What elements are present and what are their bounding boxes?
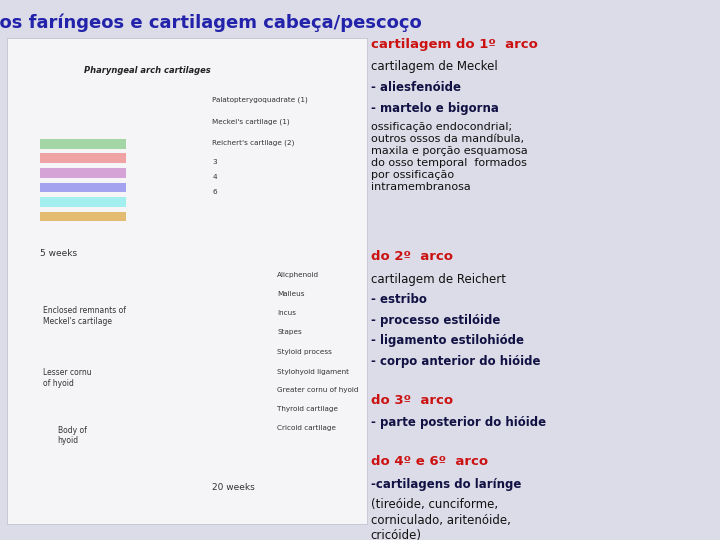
Text: cartilagem de Reichert: cartilagem de Reichert bbox=[371, 273, 505, 286]
Bar bbox=[40, 139, 126, 148]
Text: 5 weeks: 5 weeks bbox=[40, 249, 77, 258]
Text: arcos faríngeos e cartilagem cabeça/pescoço: arcos faríngeos e cartilagem cabeça/pesc… bbox=[0, 14, 421, 32]
Text: Enclosed remnants of
Meckel's cartilage: Enclosed remnants of Meckel's cartilage bbox=[43, 306, 126, 326]
Bar bbox=[7, 38, 367, 524]
Text: - estribo: - estribo bbox=[371, 293, 427, 306]
Text: do 3º  arco: do 3º arco bbox=[371, 394, 453, 407]
Text: Lesser cornu
of hyoid: Lesser cornu of hyoid bbox=[43, 368, 92, 388]
Text: do 4º e 6º  arco: do 4º e 6º arco bbox=[371, 455, 488, 468]
Text: Stapes: Stapes bbox=[277, 329, 302, 335]
Text: - parte posterior do hióide: - parte posterior do hióide bbox=[371, 416, 546, 429]
Text: -cartilagens do larínge: -cartilagens do larínge bbox=[371, 478, 521, 491]
Bar bbox=[40, 153, 126, 163]
Text: cartilagem de Meckel: cartilagem de Meckel bbox=[371, 60, 498, 73]
Text: 3: 3 bbox=[212, 159, 217, 165]
Bar bbox=[40, 183, 126, 192]
Text: Incus: Incus bbox=[277, 310, 296, 316]
Text: 6: 6 bbox=[212, 188, 217, 195]
Text: Pharyngeal arch cartilages: Pharyngeal arch cartilages bbox=[84, 66, 211, 75]
Text: ossificação endocondrial;
outros ossos da mandíbula,
maxila e porção esquamosa
d: ossificação endocondrial; outros ossos d… bbox=[371, 122, 528, 192]
Text: Greater cornu of hyoid: Greater cornu of hyoid bbox=[277, 387, 359, 393]
Text: Stylohyoid ligament: Stylohyoid ligament bbox=[277, 368, 349, 375]
Text: 20 weeks: 20 weeks bbox=[212, 483, 255, 491]
Text: - corpo anterior do hióide: - corpo anterior do hióide bbox=[371, 355, 540, 368]
Text: - processo estilóide: - processo estilóide bbox=[371, 314, 500, 327]
Text: Meckel's cartilage (1): Meckel's cartilage (1) bbox=[212, 118, 290, 125]
Text: 4: 4 bbox=[212, 174, 217, 180]
Text: do 2º  arco: do 2º arco bbox=[371, 250, 453, 263]
Bar bbox=[40, 197, 126, 207]
Bar bbox=[40, 168, 126, 178]
Text: Cricoid cartilage: Cricoid cartilage bbox=[277, 425, 336, 431]
Bar bbox=[40, 212, 126, 221]
Text: Thyroid cartilage: Thyroid cartilage bbox=[277, 406, 338, 413]
Text: (tireóide, cunciforme,
corniculado, aritenóide,
cricóide): (tireóide, cunciforme, corniculado, arit… bbox=[371, 498, 510, 540]
Text: - martelo e bigorna: - martelo e bigorna bbox=[371, 102, 499, 114]
Text: - ligamento estilohióde: - ligamento estilohióde bbox=[371, 334, 523, 347]
Text: - aliesfenóide: - aliesfenóide bbox=[371, 81, 461, 94]
Text: Malleus: Malleus bbox=[277, 291, 305, 298]
Text: Body of
hyoid: Body of hyoid bbox=[58, 426, 86, 445]
Text: cartilagem do 1º  arco: cartilagem do 1º arco bbox=[371, 38, 538, 51]
Text: Palatopterygoquadrate (1): Palatopterygoquadrate (1) bbox=[212, 97, 308, 103]
Text: Styloid process: Styloid process bbox=[277, 349, 332, 355]
Text: Reichert's cartilage (2): Reichert's cartilage (2) bbox=[212, 140, 294, 146]
Text: Alicphenoid: Alicphenoid bbox=[277, 272, 320, 279]
